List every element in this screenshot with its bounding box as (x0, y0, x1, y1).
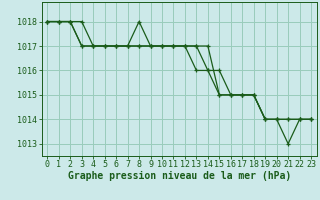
X-axis label: Graphe pression niveau de la mer (hPa): Graphe pression niveau de la mer (hPa) (68, 171, 291, 181)
